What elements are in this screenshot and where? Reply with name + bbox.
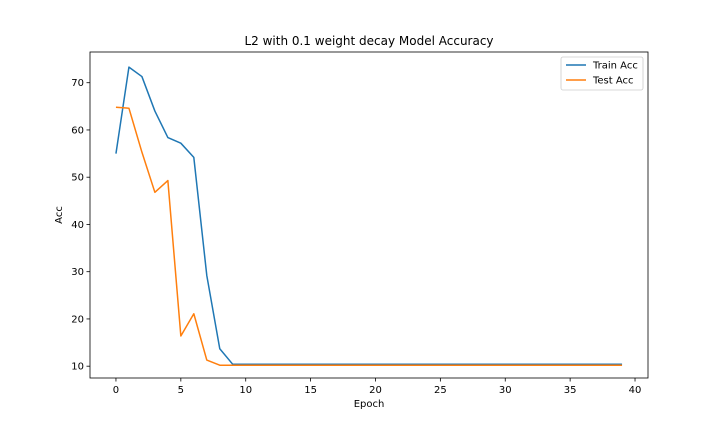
legend-label: Train Acc [592,61,638,72]
y-tick-label: 20 [71,314,84,325]
series-layer [115,66,623,366]
y-axis-label: Acc [54,206,65,224]
axes-layer: 0 5 10 15 20 25 30 35 40 10 20 30 40 50 60 70 [71,51,649,396]
x-tick-label: 30 [499,385,512,396]
legend-label: Test Acc [592,76,634,87]
plot-frame [89,51,649,379]
x-tick-label: 35 [564,385,577,396]
y-tick-label: 10 [71,362,84,373]
series-line-train-acc [115,66,623,366]
legend: Train Acc Test Acc [560,56,644,91]
x-tick-label: 5 [178,385,184,396]
y-tick-label: 70 [71,78,84,89]
y-tick-label: 50 [71,173,84,184]
y-tick-label: 60 [71,125,84,136]
x-tick-label: 0 [113,385,119,396]
y-tick-label: 40 [71,220,84,231]
x-axis-label: Epoch [354,399,385,410]
chart-title: L2 with 0.1 weight decay Model Accuracy [244,34,493,48]
y-tick-label: 30 [71,267,84,278]
x-tick-label: 20 [369,385,382,396]
x-tick-label: 40 [629,385,642,396]
x-tick-label: 10 [239,385,252,396]
x-tick-label: 15 [304,385,317,396]
series-line-test-acc [115,106,623,366]
x-tick-label: 25 [434,385,447,396]
